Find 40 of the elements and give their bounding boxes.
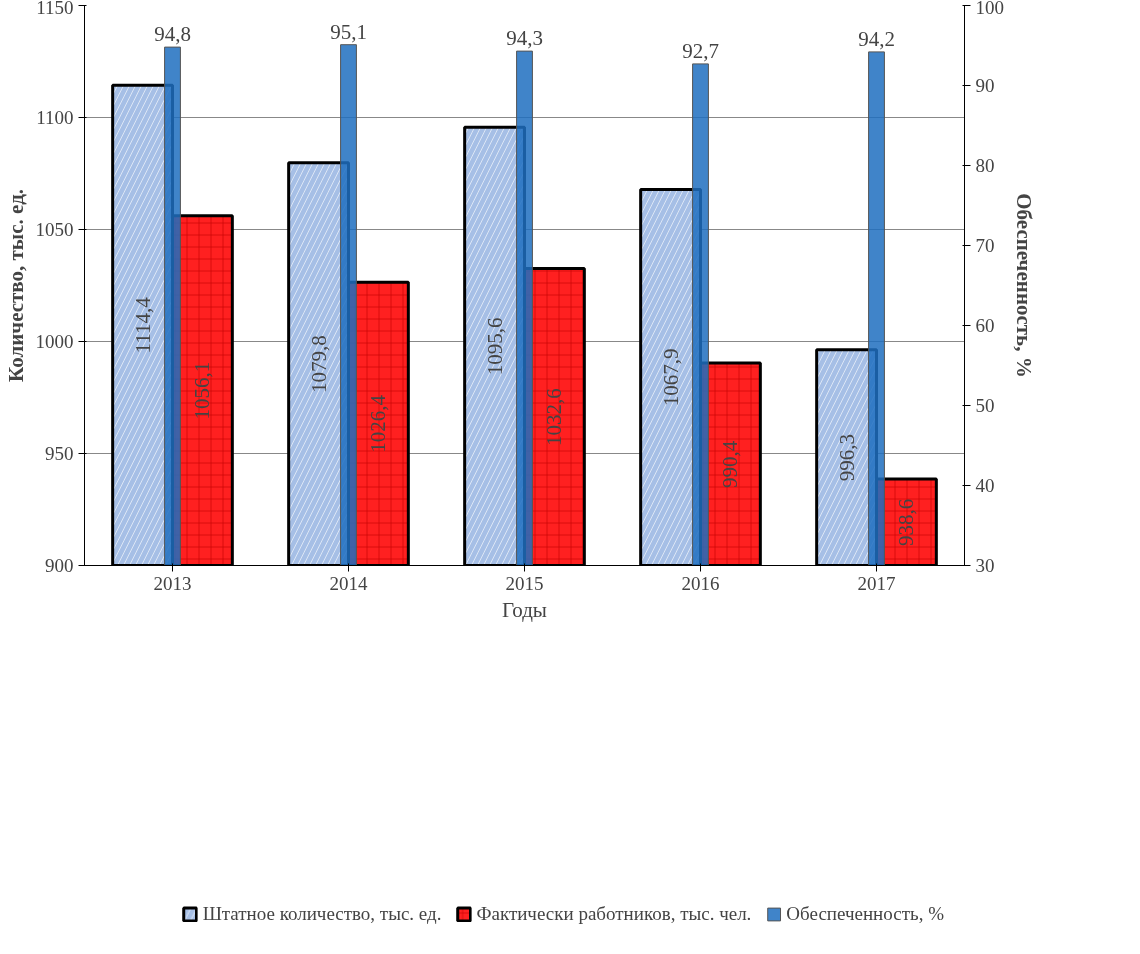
data-label: 95,1: [330, 19, 367, 44]
y2-tick-label: 50: [975, 395, 995, 416]
data-label: 94,3: [506, 26, 543, 51]
y2-tick-label: 40: [975, 475, 995, 496]
data-label: 996,3: [834, 434, 859, 482]
y-tick-label: 1100: [36, 107, 74, 128]
data-label: 1056,1: [190, 361, 215, 420]
y-tick-label: 1000: [35, 331, 74, 352]
y2-tick-label: 60: [975, 315, 995, 336]
y-tick-label: 900: [45, 555, 74, 576]
data-label: 938,6: [894, 498, 919, 546]
y-tick-label: 1050: [35, 219, 74, 240]
y-axis-title: Количество, тыс. ед.: [3, 188, 28, 382]
data-label: 94,2: [858, 26, 895, 51]
y2-tick-label: 30: [975, 555, 995, 576]
y-tick-label: 950: [45, 443, 74, 464]
x-tick-label: 2015: [505, 572, 544, 594]
x-tick-label: 2017: [857, 572, 896, 594]
data-label: 1114,4: [130, 296, 155, 354]
data-label: 1079,8: [306, 335, 331, 393]
legend-label: Штатное количество, тыс. ед.: [202, 903, 442, 925]
x-tick-label: 2016: [681, 572, 720, 594]
y2-tick-label: 100: [975, 0, 1004, 18]
data-label: 1032,6: [542, 388, 567, 446]
y-tick-label: 1150: [36, 0, 74, 18]
data-label: 92,7: [682, 38, 719, 63]
y2-axis-title: Обеспеченность, %: [1012, 193, 1036, 378]
data-label: 990,4: [718, 440, 743, 488]
x-tick-label: 2013: [153, 572, 192, 594]
y2-tick-label: 80: [975, 155, 995, 176]
y2-tick-label: 90: [975, 75, 995, 96]
data-label: 1095,6: [482, 317, 507, 376]
legend-label: Обеспеченность, %: [786, 903, 944, 925]
data-label: 1026,4: [366, 394, 391, 453]
x-tick-label: 2014: [329, 572, 368, 594]
legend-label: Фактически работников, тыс. чел.: [476, 903, 752, 925]
x-axis-title: Годы: [502, 597, 547, 622]
data-label: 1067,9: [658, 348, 683, 407]
y2-tick-label: 70: [975, 235, 995, 256]
data-label: 94,8: [154, 22, 191, 47]
